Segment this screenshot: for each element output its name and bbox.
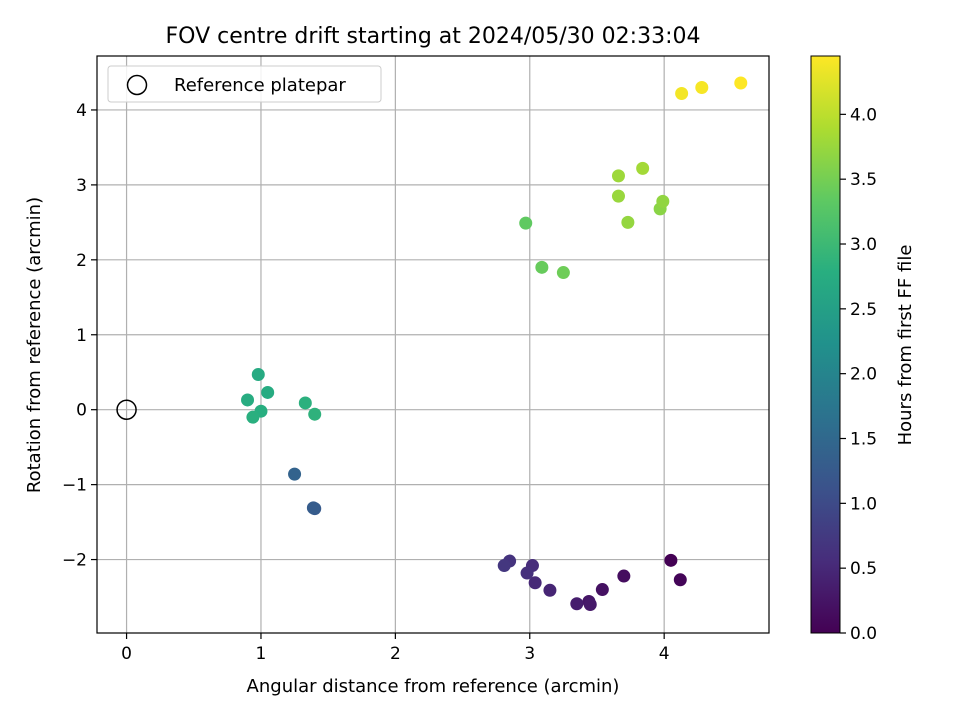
data-point-30 [611,169,625,183]
y-tick-label-6: 4 [76,101,87,121]
colorbar-tick-label-4: 2.0 [850,365,877,385]
colorbar-ticks: 0.0 0.5 1.0 1.5 2.0 2.5 3.0 3.5 4.0 [840,105,877,644]
x-axis-label: Angular distance from reference (arcmin) [247,676,620,697]
data-point-0 [664,553,678,567]
data-point-7 [543,583,557,597]
data-point-3 [595,583,609,597]
data-point-1 [673,573,687,587]
data-point-2 [617,569,631,583]
colorbar-tick-label-6: 3.0 [850,235,877,255]
data-point-29 [611,189,625,203]
legend-box [107,65,382,103]
data-point-31 [636,161,650,175]
y-axis: −2 −1 0 1 2 3 4 [62,101,97,571]
y-tick-label-3: 1 [76,326,87,346]
data-point-6 [570,597,584,611]
y-tick-label-5: 3 [76,176,87,196]
data-point-22 [308,407,322,421]
x-tick-label-1: 1 [256,644,267,664]
legend-marker-reference [126,74,148,96]
colorbar-tick-label-2: 1.0 [850,494,877,514]
colorbar-tick-label-3: 1.5 [850,430,877,450]
x-tick-label-2: 2 [390,644,401,664]
y-axis-label: Rotation from reference (arcmin) [24,197,45,493]
plot-frame [96,55,770,634]
x-tick-label-4: 4 [659,644,670,664]
data-point-23 [519,216,533,230]
y-tick-label-1: −1 [62,476,87,496]
colorbar-label: Hours from first FF file [895,245,916,446]
data-point-17 [261,385,275,399]
data-point-18 [241,393,255,407]
y-tick-label-2: 0 [76,401,87,421]
legend: Reference platepar [107,65,382,103]
colorbar-tick-label-7: 3.5 [850,170,877,190]
reference-layer [116,399,137,420]
data-point-20 [246,410,260,424]
data-point-5 [583,598,597,612]
reference-platepar-marker [116,399,137,420]
legend-label-reference: Reference platepar [174,75,346,96]
x-axis: 0 1 2 3 4 [121,633,670,664]
grid [97,56,769,633]
colorbar-gradient [810,55,841,634]
colorbar-tick-label-0: 0.0 [850,624,877,644]
x-tick-label-0: 0 [121,644,132,664]
data-point-15 [288,467,302,481]
data-point-25 [556,266,570,280]
data-point-14 [306,501,320,515]
points-layer [241,76,748,612]
data-point-8 [528,576,542,590]
data-point-28 [621,215,635,229]
chart-title: FOV centre drift starting at 2024/05/30 … [166,24,701,49]
data-point-12 [497,559,511,573]
colorbar-tick-label-1: 0.5 [850,559,877,579]
data-point-21 [298,396,312,410]
colorbar-tick-label-5: 2.5 [850,300,877,320]
data-point-27 [656,194,670,208]
data-point-10 [520,566,534,580]
data-point-24 [535,260,549,274]
data-point-33 [695,80,709,94]
x-tick-label-3: 3 [524,644,535,664]
y-tick-label-0: −2 [62,551,87,571]
colorbar: 0.0 0.5 1.0 1.5 2.0 2.5 3.0 3.5 4.0 Hours from f… [810,55,916,644]
data-point-32 [675,86,689,100]
data-point-34 [734,76,748,90]
y-tick-label-4: 2 [76,251,87,271]
data-point-16 [251,367,265,381]
colorbar-tick-label-8: 4.0 [850,105,877,125]
